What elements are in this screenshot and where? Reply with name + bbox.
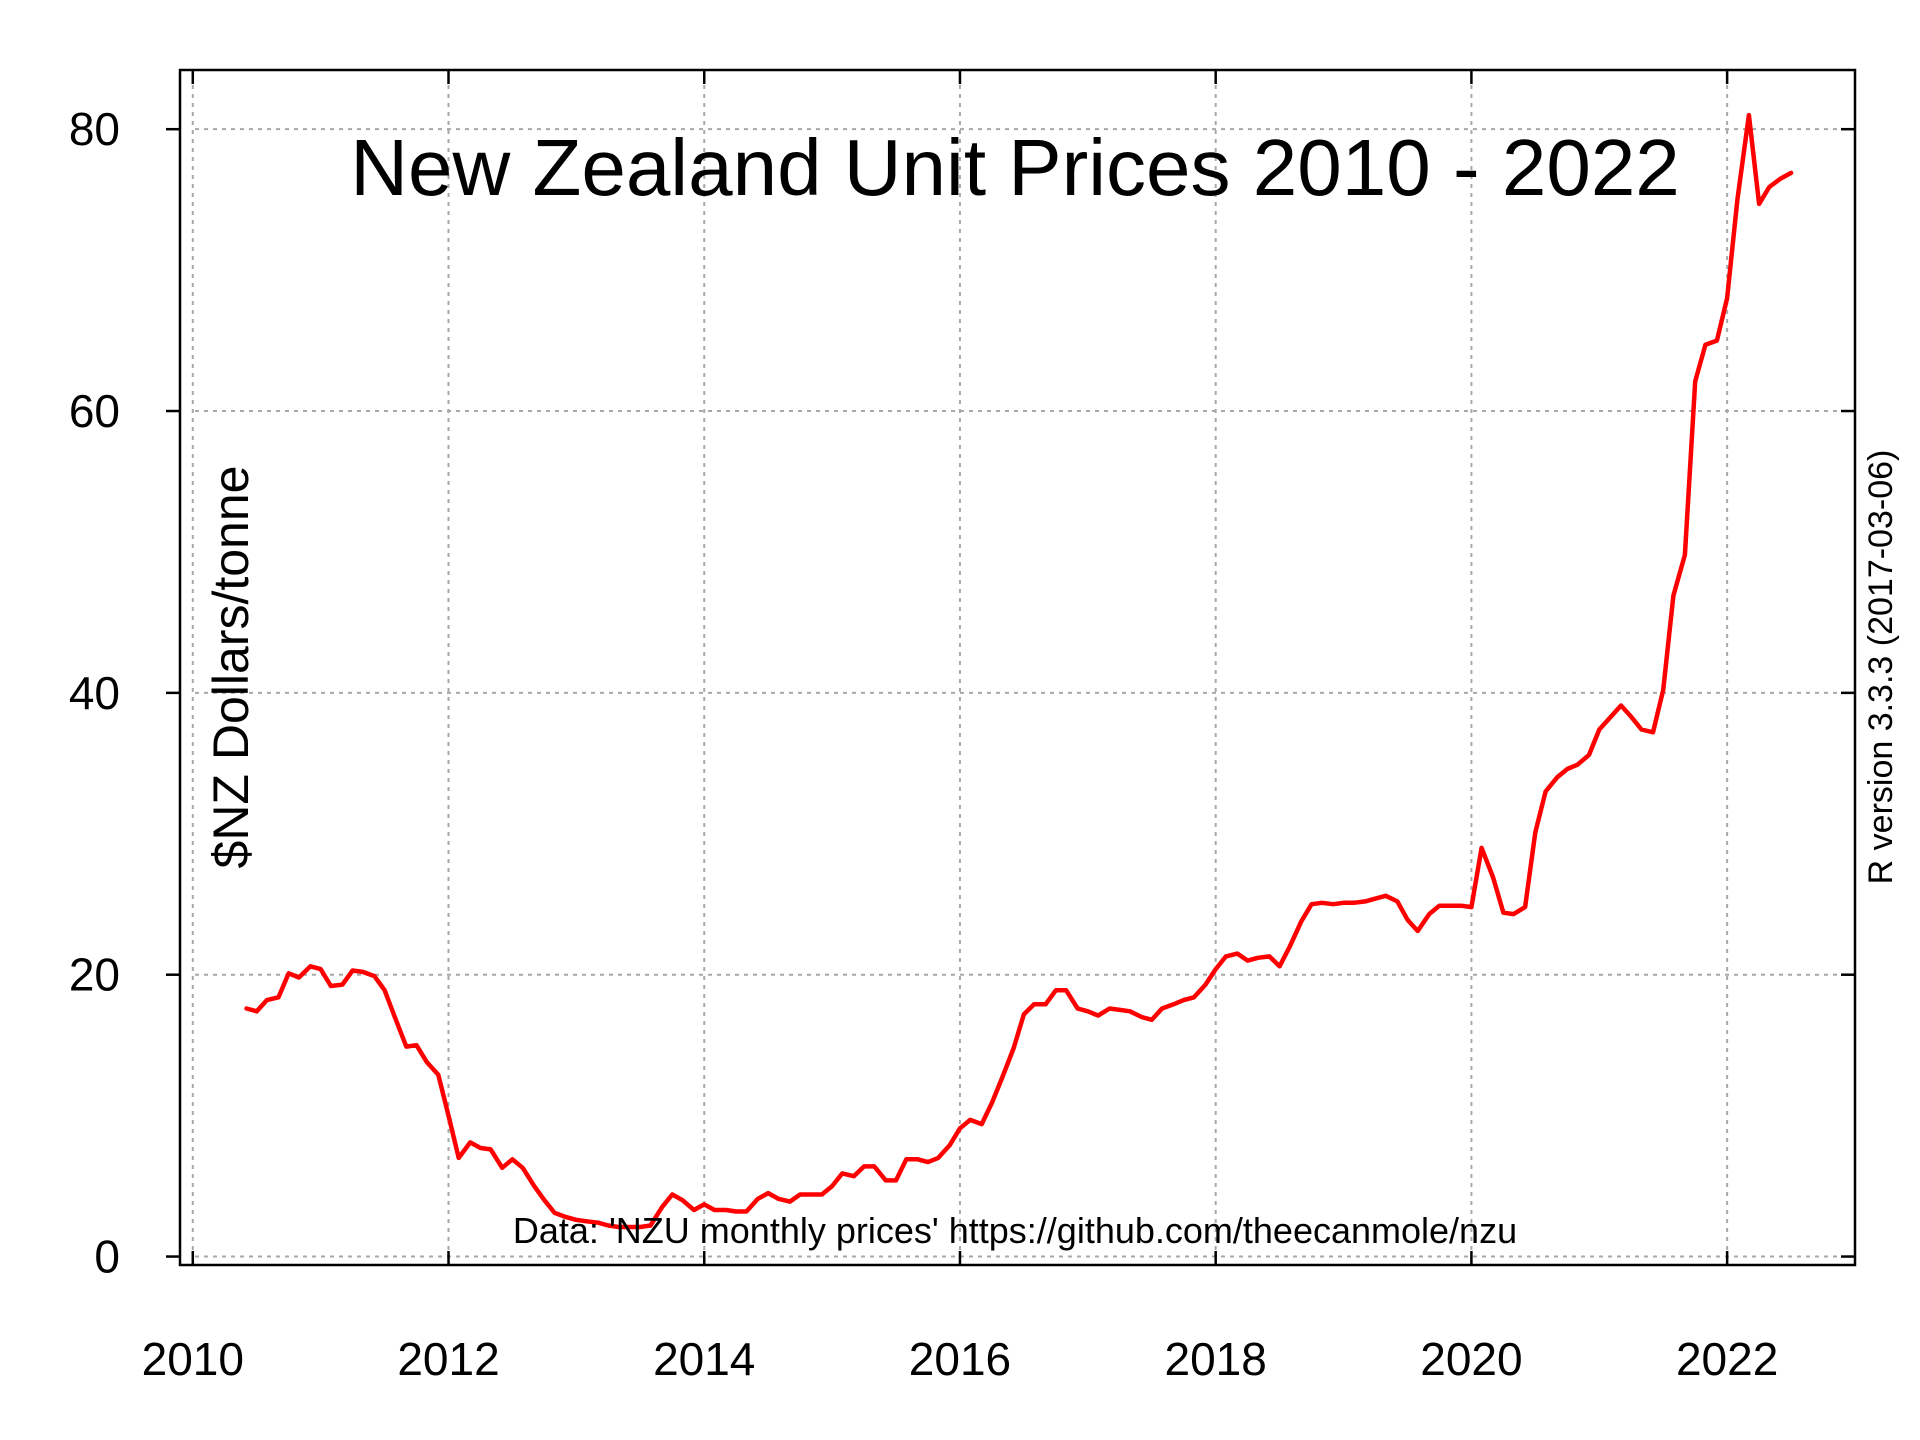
y-axis-label: $NZ Dollars/tonne — [203, 466, 259, 869]
x-axis: 2010 2012 2014 2016 2018 2020 2022 — [142, 70, 1778, 1385]
r-version-note: R version 3.3.3 (2017-03-06) — [1862, 450, 1900, 885]
x-tick-label: 2014 — [653, 1333, 755, 1385]
chart-title: New Zealand Unit Prices 2010 - 2022 — [350, 123, 1680, 212]
data-source-note: Data: 'NZU monthly prices' https://githu… — [513, 1210, 1517, 1251]
y-tick-label: 80 — [69, 103, 120, 155]
grid-lines — [191, 85, 1840, 1258]
y-tick-label: 0 — [94, 1231, 120, 1283]
x-tick-label: 2010 — [142, 1333, 244, 1385]
price-series-line — [244, 112, 1794, 1230]
x-tick-label: 2022 — [1676, 1333, 1778, 1385]
y-tick-label: 20 — [69, 949, 120, 1001]
y-axis: 0 20 40 60 80 — [69, 103, 1855, 1283]
plot-frame — [178, 68, 1857, 1267]
x-tick-label: 2012 — [397, 1333, 499, 1385]
x-tick-label: 2020 — [1420, 1333, 1522, 1385]
y-tick-label: 40 — [69, 667, 120, 719]
y-tick-label: 60 — [69, 385, 120, 437]
x-tick-label: 2016 — [909, 1333, 1011, 1385]
x-tick-label: 2018 — [1165, 1333, 1267, 1385]
